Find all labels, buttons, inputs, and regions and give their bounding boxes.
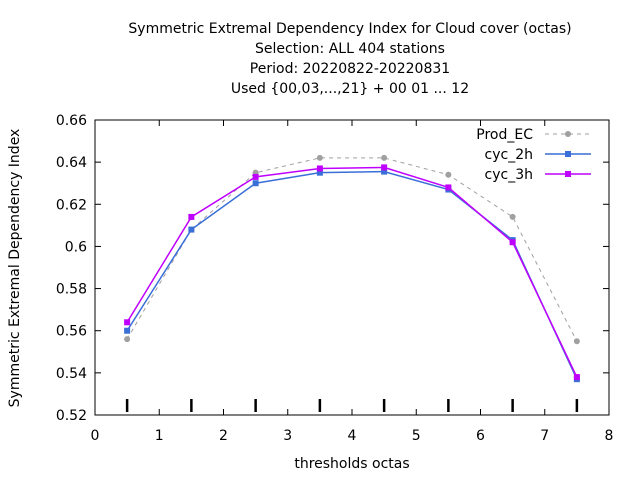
data-point bbox=[316, 165, 323, 172]
legend-label: Prod_EC bbox=[476, 127, 533, 143]
chart-title-line-2: Selection: ALL 404 stations bbox=[255, 41, 445, 57]
legend-label: cyc_2h bbox=[485, 147, 533, 163]
data-point bbox=[381, 168, 388, 175]
data-point bbox=[316, 154, 323, 161]
legend-swatch-marker bbox=[565, 171, 571, 177]
legend-swatch-marker bbox=[565, 151, 571, 157]
data-point bbox=[573, 338, 580, 345]
x-tick-label: 2 bbox=[219, 428, 228, 444]
chart-title-line-1: Symmetric Extremal Dependency Index for … bbox=[128, 21, 572, 37]
data-point bbox=[381, 164, 388, 171]
chart-title-line-4: Used {00,03,...,21} + 00 01 ... 12 bbox=[230, 81, 470, 97]
data-point bbox=[509, 239, 516, 246]
data-point bbox=[124, 336, 131, 343]
x-tick-label: 1 bbox=[155, 428, 164, 444]
data-point bbox=[124, 319, 131, 326]
data-point bbox=[573, 374, 580, 381]
data-point bbox=[188, 213, 195, 220]
data-point bbox=[445, 171, 452, 178]
data-point bbox=[252, 173, 259, 180]
x-tick-label: 0 bbox=[91, 428, 100, 444]
x-tick-label: 8 bbox=[605, 428, 614, 444]
data-point bbox=[381, 154, 388, 161]
data-point bbox=[316, 169, 323, 176]
series-line-cyc-3h bbox=[126, 166, 578, 378]
data-point bbox=[509, 213, 516, 220]
series-line-cyc-2h bbox=[126, 170, 578, 380]
y-tick-label: 0.64 bbox=[56, 155, 87, 171]
y-tick-label: 0.52 bbox=[56, 408, 87, 424]
series-line-prod-ec bbox=[126, 157, 578, 342]
x-tick-label: 5 bbox=[412, 428, 421, 444]
chart-title-line-3: Period: 20220822-20220831 bbox=[249, 61, 451, 77]
y-tick-label: 0.58 bbox=[56, 282, 87, 298]
y-tick-label: 0.56 bbox=[56, 324, 87, 340]
x-tick-label: 6 bbox=[476, 428, 485, 444]
x-tick-label: 3 bbox=[283, 428, 292, 444]
y-tick-label: 0.62 bbox=[56, 197, 87, 213]
x-tick-label: 7 bbox=[540, 428, 549, 444]
x-tick-label: 4 bbox=[348, 428, 357, 444]
data-point bbox=[445, 184, 452, 191]
y-tick-label: 0.66 bbox=[56, 113, 87, 129]
data-point bbox=[252, 180, 259, 187]
plot-frame bbox=[94, 119, 610, 416]
data-point bbox=[188, 226, 195, 233]
y-tick-label: 0.54 bbox=[56, 366, 87, 382]
data-point bbox=[124, 327, 131, 334]
y-tick-label: 0.6 bbox=[65, 239, 87, 255]
legend-swatch-marker bbox=[565, 131, 571, 137]
legend-label: cyc_3h bbox=[485, 167, 533, 183]
x-axis-label: thresholds octas bbox=[294, 456, 410, 472]
